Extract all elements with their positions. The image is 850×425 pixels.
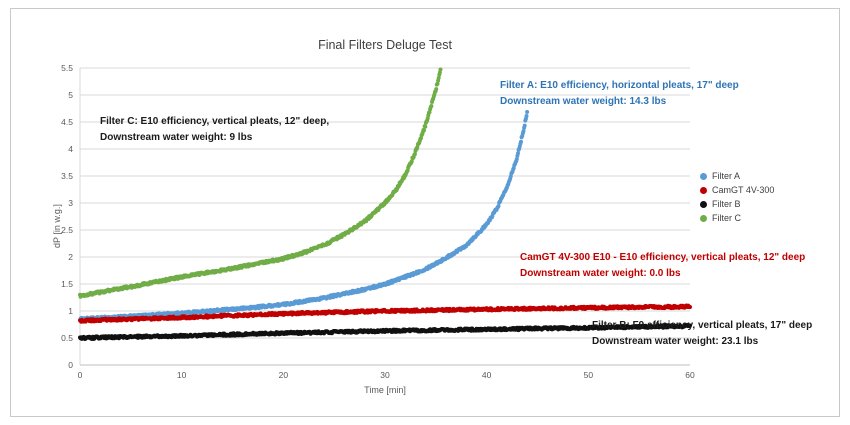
- legend-item-filter-a: Filter A: [700, 171, 774, 181]
- y-tick-label: 2.5: [61, 225, 73, 235]
- legend-marker-filter-c: [700, 214, 707, 222]
- x-tick-label: 10: [177, 370, 187, 380]
- legend-label: Filter B: [712, 199, 741, 209]
- y-tick-label: 2: [68, 252, 73, 262]
- y-tick-label: 3.5: [61, 171, 73, 181]
- annotation-filter-c: Filter C: E10 efficiency, vertical pleat…: [100, 114, 329, 146]
- legend-marker-filter-b: [700, 200, 707, 208]
- annotation-line: Downstream water weight: 14.3 lbs: [500, 96, 667, 107]
- series-filter-b: [78, 323, 692, 341]
- legend-marker-filter-a: [700, 172, 707, 180]
- chart-title: Final Filters Deluge Test: [318, 38, 452, 52]
- y-axis-title: dP [in w.g.]: [52, 204, 62, 248]
- legend-label: CamGT 4V-300: [712, 185, 775, 195]
- annotation-line: Filter A: E10 efficiency, horizontal ple…: [500, 80, 739, 91]
- annotation-line: Downstream water weight: 0.0 lbs: [520, 268, 681, 279]
- border-frame: [10, 8, 840, 417]
- y-tick-label: 3: [68, 198, 73, 208]
- annotation-line: Filter C: E10 efficiency, vertical pleat…: [100, 116, 330, 127]
- annotation-line: CamGT 4V-300 E10 - E10 efficiency, verti…: [520, 252, 806, 263]
- x-tick-label: 20: [279, 370, 289, 380]
- x-tick-label: 0: [78, 370, 83, 380]
- annotation-line: Downstream water weight: 9 lbs: [100, 132, 253, 143]
- x-tick-label: 60: [685, 370, 695, 380]
- y-tick-label: 0: [68, 360, 73, 370]
- y-tick-label: 1.5: [61, 279, 73, 289]
- annotation-filter-b: Filter B: F9 efficiency, vertical pleats…: [592, 318, 812, 350]
- legend-label: Filter C: [712, 213, 741, 223]
- legend-item-filter-b: Filter B: [700, 199, 774, 209]
- legend-item-filter-c: Filter C: [700, 213, 774, 223]
- legend: Filter A CamGT 4V-300 Filter B Filter C: [700, 171, 774, 223]
- y-tick-label: 5: [68, 90, 73, 100]
- x-tick-label: 30: [380, 370, 390, 380]
- x-tick-label: 50: [584, 370, 594, 380]
- legend-marker-camgt-4v-300: [700, 186, 707, 194]
- y-tick-label: 1: [68, 306, 73, 316]
- annotation-line: Filter B: F9 efficiency, vertical pleats…: [592, 320, 813, 331]
- y-tick-label: 4: [68, 144, 73, 154]
- y-tick-label: 4.5: [61, 117, 73, 127]
- legend-label: Filter A: [712, 171, 741, 181]
- y-tick-label: 5.5: [61, 63, 73, 73]
- annotation-line: Downstream water weight: 23.1 lbs: [592, 336, 759, 347]
- annotation-filter-a: Filter A: E10 efficiency, horizontal ple…: [500, 78, 739, 110]
- x-tick-label: 40: [482, 370, 492, 380]
- y-tick-label: 0.5: [61, 333, 73, 343]
- annotation-camgt: CamGT 4V-300 E10 - E10 efficiency, verti…: [520, 250, 805, 282]
- series-filter-c: [78, 67, 443, 299]
- legend-item-camgt-4v-300: CamGT 4V-300: [700, 185, 774, 195]
- series-camgt-4v-300: [78, 303, 692, 324]
- x-axis-title: Time [min]: [364, 385, 406, 395]
